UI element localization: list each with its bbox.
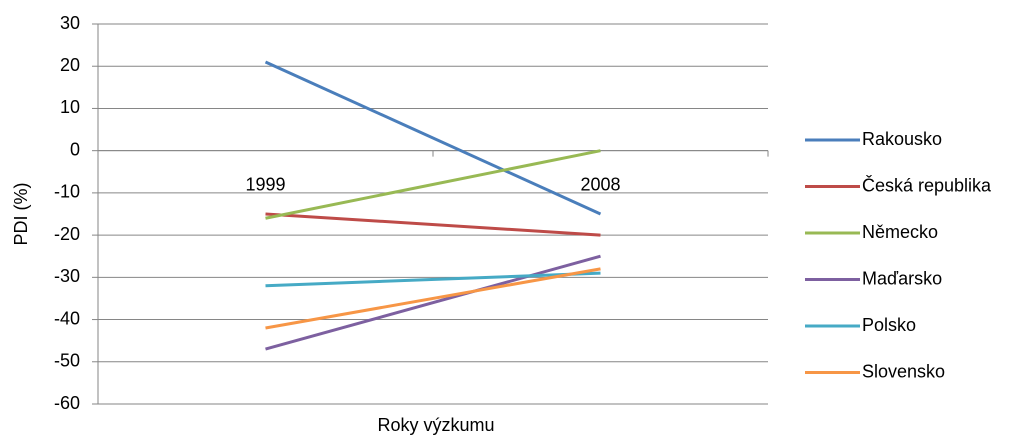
- y-tick-label: -10: [54, 182, 80, 202]
- series-line: [265, 271, 601, 288]
- x-tick-label: 2008: [580, 174, 620, 194]
- y-tick-label: -30: [54, 266, 80, 286]
- y-tick-label: -40: [54, 308, 80, 328]
- y-tick-label: -50: [54, 351, 80, 371]
- y-tick-label: 30: [60, 13, 80, 33]
- y-tick-label: -60: [54, 393, 80, 413]
- y-tick-label: 20: [60, 55, 80, 75]
- y-tick-label: 10: [60, 97, 80, 117]
- legend-label: Slovensko: [862, 361, 945, 381]
- legend-label: Maďarsko: [862, 268, 942, 288]
- series-line: [264, 60, 602, 216]
- legend-label: Česká republika: [862, 174, 992, 195]
- series-line: [265, 254, 601, 351]
- x-axis-title: Roky výzkumu: [377, 415, 494, 435]
- legend-label: Německo: [862, 222, 938, 242]
- series-line: [265, 267, 601, 330]
- series-line: [265, 149, 601, 220]
- legend-label: Polsko: [862, 315, 916, 335]
- series-line: [265, 212, 601, 237]
- y-axis-title: PDI (%): [11, 183, 31, 246]
- x-tick-label: 1999: [245, 174, 285, 194]
- y-tick-label: 0: [70, 139, 80, 159]
- legend-label: Rakousko: [862, 129, 942, 149]
- y-tick-label: -20: [54, 224, 80, 244]
